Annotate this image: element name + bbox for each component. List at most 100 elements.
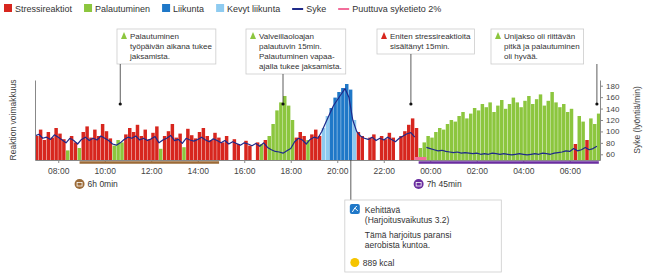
bar [287, 106, 290, 160]
bar [322, 128, 325, 160]
annotation-box [246, 29, 346, 74]
bar [74, 142, 77, 160]
bar [477, 110, 480, 160]
legend-marker [4, 4, 12, 12]
legend-label: Puuttuva syketieto 2% [352, 4, 441, 14]
exercise-callout: Kehittävä(Harjoitusvaikutus 3.2)Tämä har… [345, 160, 501, 272]
bar [202, 128, 205, 160]
x-tick-label: 10:00 [95, 166, 117, 176]
bar [539, 94, 542, 160]
x-tick-label: 12:00 [141, 166, 163, 176]
bar [407, 125, 410, 160]
bar [275, 110, 278, 160]
bar [554, 102, 557, 160]
legend-marker [162, 4, 170, 12]
bar [291, 120, 294, 160]
bar [155, 126, 158, 160]
period-icon-detail [77, 183, 82, 187]
exercise-icon-figure [352, 206, 358, 212]
bar [120, 142, 123, 160]
bar [105, 131, 108, 160]
x-tick-label: 06:00 [560, 166, 582, 176]
legend-label: Liikunta [173, 4, 204, 14]
y2-tick-label: 60 [606, 150, 615, 159]
x-tick-mark [291, 160, 292, 163]
annotation-text: Eniten stressireaktioita [390, 32, 471, 41]
y2-tick-label: 180 [606, 82, 620, 91]
y2-tick-label: 160 [606, 93, 620, 102]
bar [147, 139, 150, 160]
x-axis-line [36, 160, 601, 161]
legend-label: Kevyt liikunta [227, 4, 280, 14]
exercise-text: aerobista kuntoa. [365, 240, 430, 250]
annotation-text: Unijakso oli riittävän [504, 32, 575, 41]
bar [465, 118, 468, 160]
bar [543, 106, 546, 160]
bar [47, 132, 50, 160]
annotation-pointer [410, 54, 411, 104]
bar [85, 126, 88, 160]
bar [54, 128, 57, 160]
bar [535, 99, 538, 160]
annotation-text: jaksamista. [129, 52, 170, 61]
bar [136, 125, 139, 160]
bar [78, 148, 81, 160]
bar [213, 133, 216, 160]
bar [341, 88, 344, 160]
legend-marker [338, 8, 349, 10]
bar [237, 144, 240, 160]
bar [578, 116, 581, 160]
x-tick-mark [244, 160, 245, 163]
y2-tick-mark [600, 131, 603, 132]
period-icon [75, 179, 85, 189]
bar [434, 132, 437, 160]
exercise-box [345, 200, 501, 272]
annotation-pointer [596, 64, 597, 104]
annotation-icon [495, 32, 501, 39]
y2-tick: 140 [600, 105, 620, 114]
annotation-dot [281, 102, 284, 105]
bar [368, 138, 371, 160]
bar [574, 144, 577, 160]
bar [481, 104, 484, 160]
bar [333, 98, 336, 160]
x-tick: 22:00 [374, 160, 396, 176]
legend-marker [84, 4, 92, 12]
annotation-icon [121, 32, 127, 39]
period-label: 7h 45min [427, 179, 462, 189]
x-tick-mark [384, 160, 385, 163]
plot-area [35, 84, 600, 160]
x-tick: 16:00 [234, 160, 256, 176]
heart-rate-line [35, 89, 597, 155]
annotation-text: oli hyvää. [504, 52, 538, 61]
y2-tick: 120 [600, 116, 620, 125]
bar [504, 109, 507, 160]
y2-tick-label: 100 [606, 127, 620, 136]
legend-item: Liikunta [162, 4, 204, 14]
annotation-box [491, 29, 584, 64]
x-tick-mark [58, 160, 59, 163]
period-label: 6h 0min [88, 179, 119, 189]
bar [171, 124, 174, 160]
legend-item: Puuttuva syketieto 2% [338, 4, 441, 14]
bar [512, 98, 515, 160]
y2-tick: 100 [600, 127, 620, 136]
bar [384, 139, 387, 160]
legend-item: Kevyt liikunta [216, 4, 280, 14]
exercise-energy: 889 kcal [363, 258, 395, 268]
annotation: Unijakso oli riittävänpitkä ja palautumi… [491, 29, 598, 106]
bar [182, 147, 185, 160]
bar [516, 102, 519, 160]
bar [473, 108, 476, 160]
exercise-text: Tämä harjoitus paransi [365, 230, 452, 240]
period-icon [414, 179, 424, 189]
bar [550, 92, 553, 160]
annotation-text: palautuvin 15min. [259, 42, 322, 51]
y2-axis: 6080100120140160180 [600, 81, 620, 161]
y2-tick-mark [600, 97, 603, 98]
bar [159, 149, 162, 160]
exercise-pointer [350, 160, 351, 200]
bar [438, 128, 441, 160]
y2-tick: 160 [600, 93, 620, 102]
x-tick-label: 18:00 [281, 166, 303, 176]
